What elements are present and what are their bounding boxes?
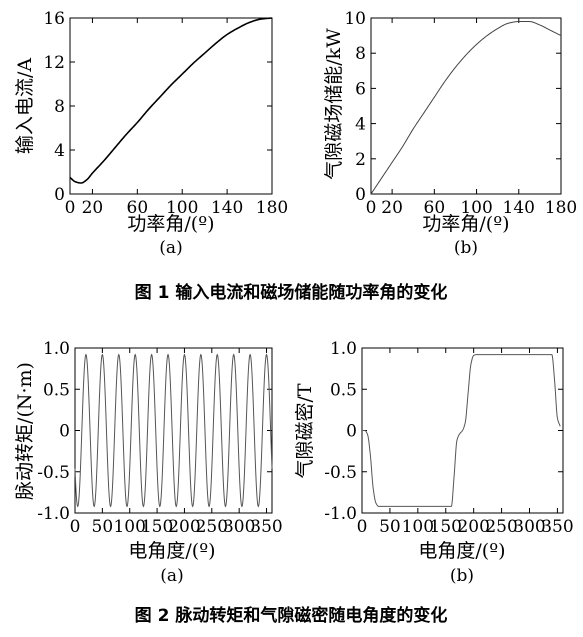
x-tick-label: 180: [545, 198, 577, 218]
y-tick-label: -1.0: [37, 504, 70, 524]
torque-curve: [74, 353, 273, 508]
x-tick-label: 20: [381, 198, 403, 218]
y-tick-label: 4: [54, 141, 65, 161]
tick-marks: [69, 17, 273, 195]
subfigure-label: (a): [159, 238, 182, 258]
x-tick-label: 100: [402, 517, 434, 537]
y-tick-labels: 1.0 0.5 0 -0.5 -1.0: [37, 339, 70, 524]
x-tick-label: 100: [113, 517, 145, 537]
x-tick-label: 300: [223, 517, 255, 537]
y-tick-label: 8: [54, 97, 65, 117]
x-tick-label: 0: [70, 517, 81, 537]
subfigure-label: (b): [450, 566, 474, 586]
x-axis-label: 电角度/(º): [128, 540, 215, 562]
current-curve: [69, 17, 273, 184]
y-tick-labels: 0 2 4 6 8 10: [344, 9, 366, 205]
x-tick-label: 200: [168, 517, 200, 537]
y-tick-label: 2: [355, 150, 366, 170]
y-tick-label: 10: [344, 9, 366, 29]
x-tick-label: 20: [82, 198, 104, 218]
y-axis-label: 气隙磁密/T: [294, 383, 316, 478]
x-tick-label: 350: [250, 517, 282, 537]
y-tick-labels: 1.0 0.5 0 -0.5 -1.0: [324, 339, 357, 524]
tick-marks: [370, 17, 562, 195]
chart-input-current: 0 20 60 100 140 180 0 4 8 12 16 功率角/(º) 输入电流/A (a…: [14, 9, 288, 258]
y-tick-label: 8: [355, 44, 366, 64]
x-tick-label: 200: [457, 517, 489, 537]
x-axis-label: 功率角/(º): [422, 213, 509, 235]
x-tick-label: 0: [357, 517, 368, 537]
y-tick-label: 1.0: [330, 339, 357, 359]
y-tick-labels: 0 4 8 12 16: [43, 9, 65, 205]
plot-frame: [370, 17, 562, 195]
y-axis-label: 脉动转矩/(N·m): [14, 362, 36, 500]
x-tick-label: 250: [485, 517, 517, 537]
figure-1-caption: 图 1 输入电流和磁场储能随功率角的变化: [135, 282, 448, 303]
y-tick-label: -0.5: [324, 463, 357, 483]
y-tick-label: 12: [43, 53, 65, 73]
plot-frame: [69, 17, 273, 195]
x-tick-label: 100: [166, 198, 198, 218]
y-tick-label: 0.5: [43, 380, 70, 400]
x-tick-label: 150: [430, 517, 462, 537]
x-tick-label: 140: [211, 198, 243, 218]
y-tick-label: 6: [355, 79, 366, 99]
x-tick-label: 180: [256, 198, 288, 218]
flux-density-curve: [362, 354, 561, 507]
y-tick-label: 1.0: [43, 339, 70, 359]
y-axis-label: 输入电流/A: [14, 58, 36, 154]
x-tick-label: 100: [460, 198, 492, 218]
y-tick-label: 0: [355, 185, 366, 205]
y-tick-label: 0: [346, 422, 357, 442]
subfigure-label: (a): [160, 566, 183, 586]
x-tick-label: 150: [141, 517, 173, 537]
y-tick-label: 16: [43, 9, 65, 29]
y-tick-label: -0.5: [37, 463, 70, 483]
x-tick-label: 140: [503, 198, 535, 218]
x-tick-label: 300: [513, 517, 545, 537]
tick-marks: [361, 347, 563, 514]
x-tick-label: 0: [366, 198, 377, 218]
x-tick-labels: 0 20 60 100 140 180: [65, 198, 289, 218]
x-axis-label: 电角度/(º): [418, 540, 505, 562]
energy-curve: [370, 21, 562, 195]
figure-2-caption: 图 2 脉动转矩和气隙磁密随电角度的变化: [135, 605, 448, 626]
y-tick-label: 0: [59, 422, 70, 442]
y-axis-label: 气隙磁场储能/kW: [323, 28, 345, 180]
x-tick-label: 350: [541, 517, 573, 537]
x-tick-label: 60: [424, 198, 446, 218]
y-tick-label: -1.0: [324, 504, 357, 524]
x-tick-labels: 0 20 60 100 140 180: [366, 198, 578, 218]
y-tick-label: 4: [355, 115, 366, 135]
x-tick-label: 0: [65, 198, 76, 218]
y-tick-label: 0.5: [330, 380, 357, 400]
y-tick-label: 0: [54, 185, 65, 205]
subfigure-label: (b): [454, 238, 478, 258]
x-tick-label: 60: [127, 198, 149, 218]
x-axis-label: 功率角/(º): [127, 213, 214, 235]
x-tick-label: 50: [379, 517, 401, 537]
x-tick-label: 250: [196, 517, 228, 537]
x-tick-label: 50: [92, 517, 114, 537]
